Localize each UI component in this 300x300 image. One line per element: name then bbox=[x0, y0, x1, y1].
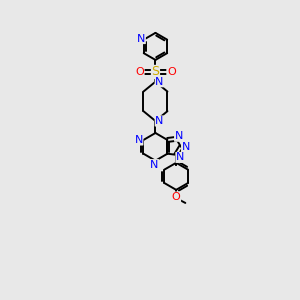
Text: N: N bbox=[155, 77, 164, 87]
Text: N: N bbox=[150, 160, 158, 170]
Text: N: N bbox=[134, 135, 143, 145]
Text: N: N bbox=[137, 34, 145, 44]
Text: O: O bbox=[167, 67, 176, 77]
Text: N: N bbox=[176, 152, 184, 162]
Text: S: S bbox=[152, 65, 160, 78]
Text: O: O bbox=[172, 192, 181, 202]
Text: N: N bbox=[155, 116, 164, 126]
Text: N: N bbox=[182, 142, 190, 152]
Text: N: N bbox=[175, 131, 183, 141]
Text: O: O bbox=[135, 67, 144, 77]
